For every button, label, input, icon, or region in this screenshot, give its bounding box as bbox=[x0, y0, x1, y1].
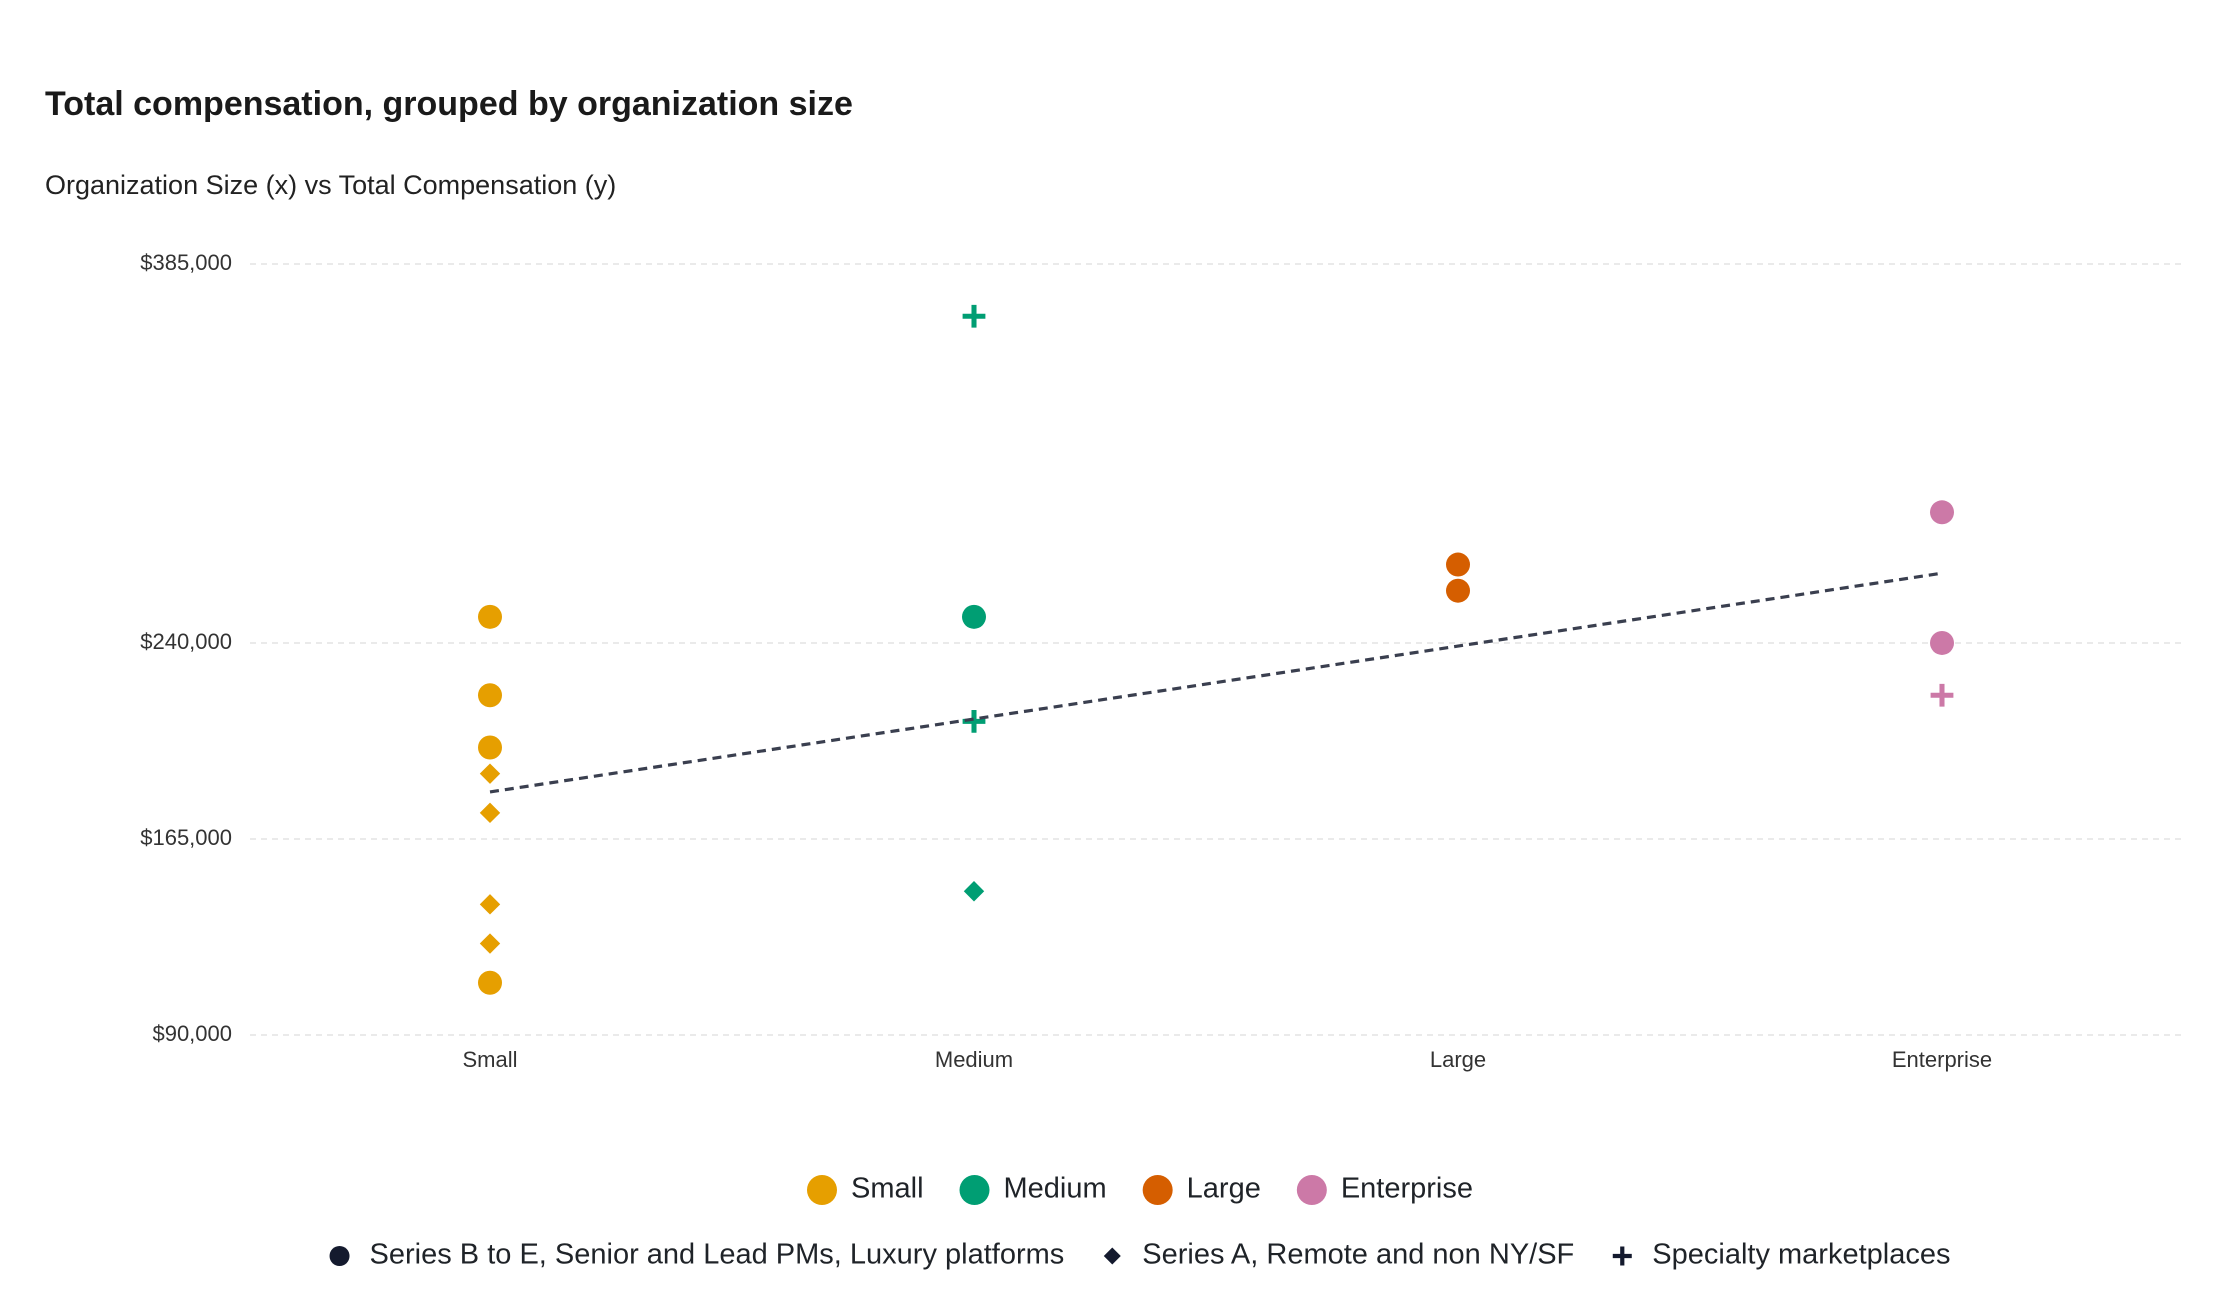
chart-subtitle: Organization Size (x) vs Total Compensat… bbox=[45, 170, 616, 200]
trend-line bbox=[489, 571, 1943, 794]
x-tick-label: Small bbox=[462, 1047, 517, 1072]
data-point bbox=[1446, 578, 1470, 603]
y-tick-label: $90,000 bbox=[152, 1021, 232, 1046]
data-point bbox=[479, 763, 501, 784]
data-point bbox=[1930, 683, 1954, 707]
x-tick-label: Large bbox=[1430, 1047, 1486, 1072]
legend-marker bbox=[1103, 1247, 1121, 1265]
legend-label: Enterprise bbox=[1341, 1173, 1473, 1205]
data-point bbox=[1930, 630, 1954, 655]
legend-marker bbox=[806, 1175, 837, 1205]
legend-marker bbox=[329, 1246, 350, 1266]
data-point bbox=[962, 304, 986, 328]
legend-marker bbox=[1142, 1175, 1173, 1205]
data-point bbox=[1446, 552, 1470, 577]
legend: Small Medium Large Enterprise bbox=[806, 1173, 1473, 1205]
data-point bbox=[479, 894, 501, 915]
data-point bbox=[1930, 500, 1954, 525]
data-point bbox=[962, 604, 986, 629]
y-tick-label: $165,000 bbox=[140, 825, 232, 850]
legend-label: Series A, Remote and non NY/SF bbox=[1142, 1239, 1574, 1271]
chart-title: Total compensation, grouped by organizat… bbox=[45, 85, 853, 123]
legend-label: Specialty marketplaces bbox=[1652, 1239, 1950, 1271]
x-tick-label: Enterprise bbox=[1892, 1047, 1992, 1072]
y-tick-label: $385,000 bbox=[140, 250, 232, 275]
data-point bbox=[478, 970, 502, 995]
legend-label: Medium bbox=[1004, 1173, 1107, 1205]
legend-marker bbox=[959, 1175, 990, 1205]
legend-marker bbox=[1296, 1175, 1327, 1205]
legend: Series B to E, Senior and Lead PMs, Luxu… bbox=[329, 1239, 1950, 1271]
data-point bbox=[478, 604, 502, 629]
data-point bbox=[963, 881, 985, 902]
legend-label: Large bbox=[1187, 1173, 1261, 1205]
data-point bbox=[478, 735, 502, 760]
legend-label: Small bbox=[851, 1173, 924, 1205]
legend-label: Series B to E, Senior and Lead PMs, Luxu… bbox=[370, 1239, 1065, 1271]
x-tick-label: Medium bbox=[935, 1047, 1013, 1072]
y-tick-label: $240,000 bbox=[140, 629, 232, 654]
data-point bbox=[479, 802, 501, 824]
legend-marker bbox=[1612, 1246, 1632, 1266]
data-point bbox=[478, 683, 502, 708]
data-point bbox=[479, 933, 501, 954]
